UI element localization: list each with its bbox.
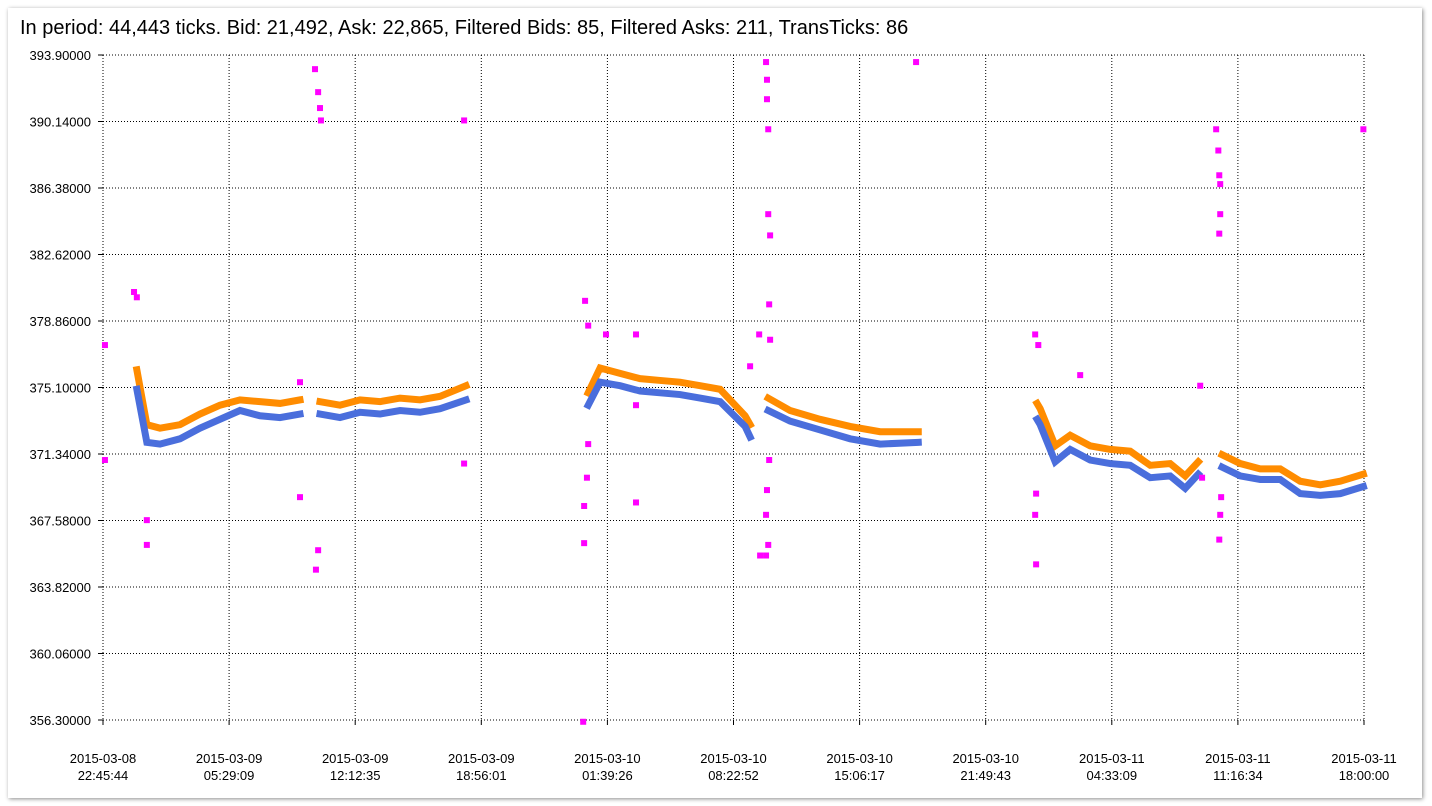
point [913,59,920,66]
point [767,232,774,239]
point [582,297,589,304]
point [312,66,319,73]
y-tick-label: 393.90000 [30,48,91,63]
y-tick-label: 360.06000 [30,647,91,662]
point [101,342,108,349]
point [585,441,592,448]
point [1035,342,1042,349]
point [1217,511,1224,518]
point [1215,147,1222,154]
series-line [132,378,1368,499]
point [461,117,468,124]
y-tick-label: 371.34000 [30,447,91,462]
point [143,517,150,524]
point [1032,331,1039,338]
x-tick-label: 2015-03-09 18:56:01 [448,751,515,783]
point [581,502,588,509]
point [763,511,770,518]
point [603,331,610,338]
x-tick-label: 2015-03-09 12:12:35 [322,751,389,783]
point [756,331,763,338]
chart-title: In period: 44,443 ticks. Bid: 21,492, As… [20,17,908,39]
x-tick-label: 2015-03-09 05:29:09 [196,751,263,783]
point [765,541,772,548]
point [1217,181,1224,188]
point [633,499,640,506]
y-tick-label: 378.86000 [30,314,91,329]
point [581,540,588,547]
y-tick-label: 386.38000 [30,181,91,196]
point [747,363,754,370]
point [1077,372,1084,379]
point [312,566,319,573]
point [766,301,773,308]
point [580,718,587,725]
x-tick-label: 2015-03-10 15:06:17 [826,751,893,783]
point [317,105,324,112]
point [297,494,304,501]
x-tick-label: 2015-03-11 11:16:34 [1205,751,1271,783]
point [1213,126,1220,133]
point [317,117,324,124]
point [1217,211,1224,218]
point [101,457,108,464]
point [583,474,590,481]
point [633,402,640,409]
y-tick-label: 375.10000 [30,381,91,396]
point [131,288,138,295]
point [143,541,150,548]
point [315,89,322,96]
point [763,96,770,103]
x-tick-label: 2015-03-11 18:00:00 [1331,751,1397,783]
x-tick-label: 2015-03-10 01:39:26 [574,751,641,783]
point [1197,382,1204,389]
point [1360,126,1367,133]
y-tick-label: 390.14000 [30,115,91,130]
point [767,336,774,343]
point [1216,536,1223,543]
y-tick-label: 356.30000 [30,713,91,728]
point [633,331,640,338]
series-line [132,363,1368,489]
point [1032,511,1039,518]
point [1199,474,1206,481]
point [763,552,770,559]
point [133,294,140,301]
x-tick-label: 2015-03-10 08:22:52 [700,751,767,783]
point [461,460,468,467]
point [757,552,764,559]
point [297,379,304,386]
point [765,126,772,133]
point [763,59,770,66]
point [585,322,592,329]
point [1218,494,1225,501]
point [763,487,770,494]
point [1033,490,1040,497]
point [1216,230,1223,237]
y-tick-label: 367.58000 [30,514,91,529]
x-tick-label: 2015-03-11 04:33:09 [1079,751,1145,783]
point [315,547,322,554]
point [1216,172,1223,179]
point [763,76,770,83]
x-tick-label: 2015-03-10 21:49:43 [952,751,1019,783]
point [766,457,773,464]
point [765,211,772,218]
point [1033,561,1040,568]
y-tick-label: 382.62000 [30,248,91,263]
y-tick-label: 363.82000 [30,580,91,595]
x-tick-label: 2015-03-08 22:45:44 [70,751,137,783]
